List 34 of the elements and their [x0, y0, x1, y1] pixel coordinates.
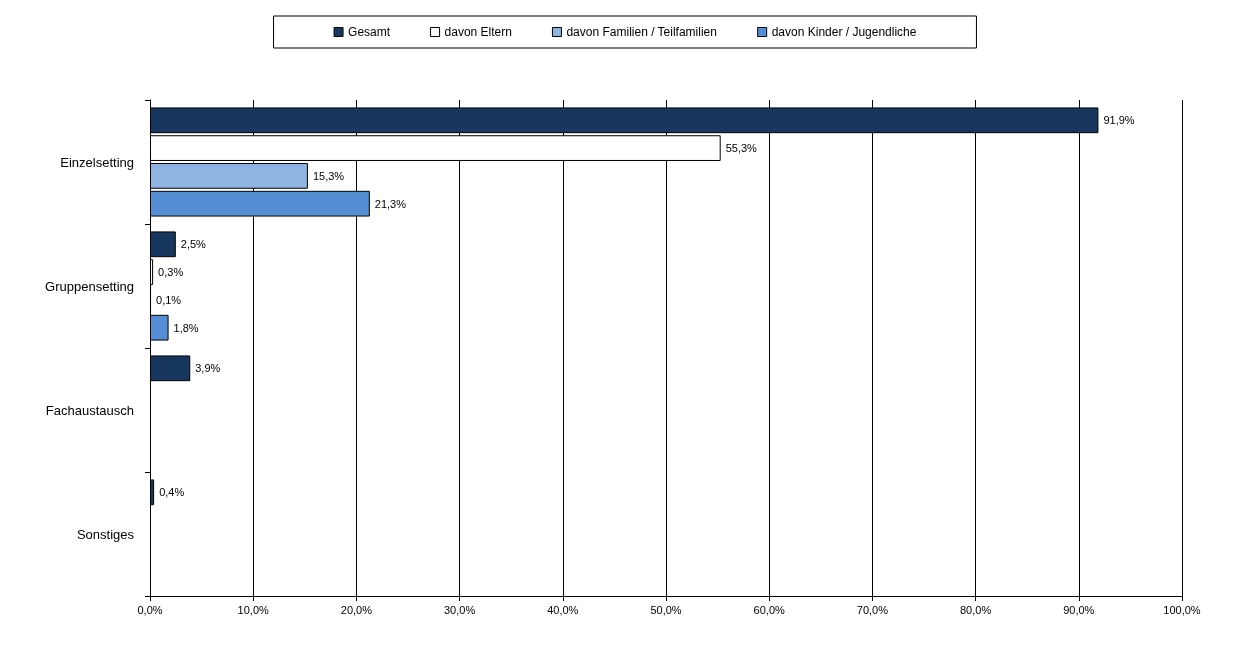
x-tick-label: 50,0%	[650, 603, 682, 616]
x-tick-label: 100,0%	[1163, 603, 1201, 616]
data-label: 1,8%	[173, 321, 199, 334]
x-tick-label: 70,0%	[856, 603, 889, 616]
y-tick-label: Fachaustausch	[45, 402, 134, 418]
data-label: 15,3%	[312, 169, 345, 182]
y-tick-label: Gruppensetting	[45, 278, 134, 294]
data-label: 21,3%	[374, 197, 407, 210]
data-label: 0,3%	[158, 266, 184, 279]
x-tick-label: 20,0%	[340, 603, 373, 616]
bar	[150, 355, 191, 382]
x-tick-label: 10,0%	[237, 603, 270, 616]
x-tick-label: 90,0%	[1063, 603, 1095, 616]
x-tick-label: 0,0%	[137, 603, 163, 616]
x-tick-label: 80,0%	[960, 603, 992, 616]
y-tick-label: Einzelsetting	[60, 154, 134, 170]
y-tick-label: Sonstiges	[76, 526, 135, 542]
x-tick-label: 30,0%	[444, 603, 476, 616]
bar	[150, 259, 154, 285]
bar	[150, 231, 176, 258]
legend-label: davon Familien / Teilfamilien	[566, 25, 717, 39]
data-label: 91,9%	[1103, 114, 1135, 127]
legend-label: Gesamt	[348, 25, 391, 39]
x-tick-label: 40,0%	[547, 603, 579, 616]
data-label: 2,5%	[180, 238, 207, 251]
data-label: 0,4%	[159, 486, 185, 499]
bar	[150, 314, 169, 341]
legend-label: davon Kinder / Jugendliche	[771, 25, 917, 39]
legend-label: davon Eltern	[444, 25, 512, 39]
bar	[150, 479, 155, 506]
data-label: 3,9%	[195, 362, 221, 375]
data-label: 0,1%	[156, 293, 182, 306]
x-tick-label: 60,0%	[753, 603, 786, 616]
data-label: 55,3%	[725, 142, 758, 155]
